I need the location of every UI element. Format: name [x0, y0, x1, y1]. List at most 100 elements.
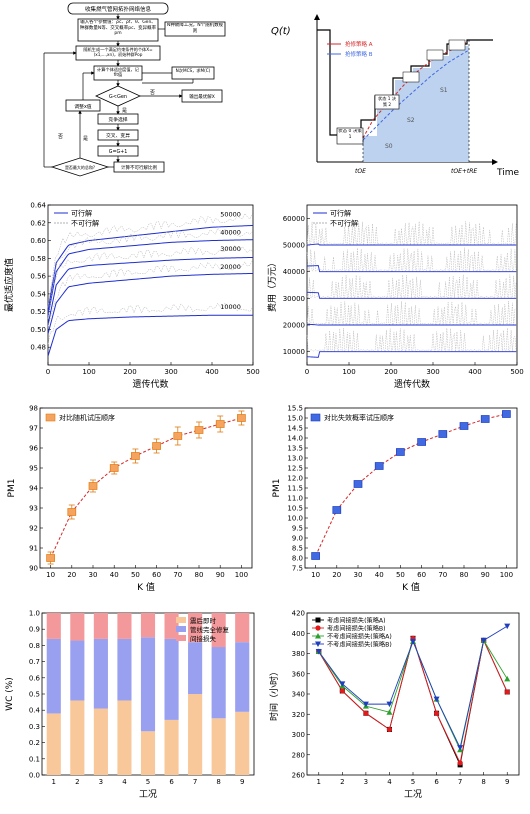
time-series-point-3: [362, 701, 369, 708]
wc-xtick-label: 1: [52, 778, 56, 786]
wc-ytick-label: 0.4: [29, 707, 41, 715]
wc-bar-2: [211, 613, 226, 648]
timeline-panel: Q(t) Time 抢修策略 A 抢修策略 B 状态 0 决策 1 状态 1 决…: [265, 0, 530, 185]
time-series-point-3: [457, 745, 464, 751]
fitness-xtick-label: 0: [46, 368, 50, 376]
fitness-legend-infeasible: 不可行解: [71, 219, 99, 228]
fitness-xlabel: 遗传代数: [132, 378, 168, 390]
cost-ytick-label: 10000: [283, 348, 305, 356]
pm_right-xtick-label: 80: [460, 571, 469, 579]
time-series-point-3: [339, 681, 346, 687]
pm_left-ytick-label: 93: [29, 505, 38, 513]
cost-infeasible-line: [306, 221, 517, 246]
wc-bar-0: [70, 700, 85, 775]
wc-legend-label-2: 间接损失: [190, 634, 217, 643]
time-xtick-label: 6: [434, 778, 439, 786]
pm_left-xtick-label: 10: [46, 571, 55, 579]
wc-bar-0: [164, 719, 179, 775]
time-ytick-label: 400: [292, 630, 305, 638]
pm_right-ytick-label: 12.0: [287, 475, 303, 483]
cost-xtick-label: 500: [510, 368, 523, 376]
timeline-area: [363, 46, 469, 162]
fitness-ytick-label: 0.64: [30, 202, 46, 210]
time-xtick-label: 9: [505, 778, 509, 786]
plot-frame: [306, 204, 518, 366]
cost-xtick-label: 100: [342, 368, 355, 376]
cost-ytick-label: 40000: [283, 268, 305, 276]
fitness-feasible-line: [47, 314, 253, 357]
time-series-point-1: [339, 688, 345, 694]
wc-bar-1: [211, 647, 226, 719]
flow-edge-label-no1: 否: [150, 90, 155, 96]
wc-ytick-label: 0.1: [29, 755, 40, 763]
fitness-xtick-label: 300: [164, 368, 177, 376]
timeline-s2: S2: [407, 117, 415, 124]
pm_left-ytick-label: 96: [29, 445, 38, 453]
pm_right-xlabel: K 值: [402, 581, 420, 593]
pm_right-ytick-label: 13.0: [287, 455, 303, 463]
pm_right-xtick-label: 100: [500, 571, 513, 579]
pm_right-point: [417, 438, 426, 446]
pm-left-panel: 90 91 92 93 94 95 96 97 98 10 20 30 40 50 60 70 80 90 100 K…: [0, 400, 265, 605]
wc-legend-swatch-2: [176, 635, 186, 641]
time-series-point-1: [457, 760, 463, 766]
wc-bar-2: [140, 613, 156, 638]
wc-xtick-label: 7: [193, 778, 197, 786]
cost-ytick-label: 50000: [283, 242, 305, 250]
timeline-mini-box2: [426, 49, 444, 61]
pm_right-xtick-label: 20: [332, 571, 341, 579]
pm_left-ytick-label: 90: [29, 565, 38, 573]
pm_right-ytick-label: 12.5: [287, 465, 303, 473]
flow-edge-label-yes2: 是: [83, 136, 88, 142]
wc-xtick-label: 6: [169, 778, 174, 786]
pm_right-legend-label: 对比失效概率试压顺序: [324, 413, 394, 422]
cost-feasible-line: [306, 323, 517, 326]
pm_right-xtick-label: 70: [438, 571, 447, 579]
wc-bar-2: [188, 613, 203, 643]
flowchart-panel: 收集燃气管网拓扑网络信息 输入各个参数值：ρc、ρf、θ、Gen、种群数量N等、…: [0, 0, 265, 185]
pm_right-ytick-label: 15.5: [287, 405, 303, 413]
pm_left-fit-line: [50, 417, 242, 559]
flow-node-faults-label: N种故障工况，N个随机数规则: [166, 23, 224, 34]
cost-legend-feasible: 可行解: [330, 209, 351, 218]
time-legend-marker-2: [315, 633, 321, 639]
wc-bar-2: [117, 613, 132, 639]
flowchart-svg: 收集燃气管网拓扑网络信息 输入各个参数值：ρc、ρf、θ、Gen、种群数量N等、…: [43, 2, 226, 177]
time-series-point-1: [433, 710, 440, 716]
wc-ytick-label: 0.5: [29, 691, 40, 699]
pm_left-xtick-label: 100: [235, 571, 248, 579]
pm_left-ylabel: PM1: [7, 479, 17, 498]
fitness-infeasible-line: [47, 213, 253, 309]
wc-xtick-label: 5: [146, 778, 150, 786]
timeline-mini-box3: [448, 39, 466, 51]
timeline-xtick-0: tOE: [355, 168, 366, 175]
flow-node-fitness-label: 计算个体适应度值，记fit值: [97, 67, 139, 78]
time-series-line-0: [318, 636, 508, 767]
fitness-ytick-label: 0.52: [30, 308, 46, 316]
time-legend-marker-1: [315, 625, 321, 631]
pm_right-xtick-label: 40: [375, 571, 384, 579]
pm_right-point: [311, 552, 320, 560]
pm_left-legend-swatch: [45, 413, 56, 422]
wc-legend-swatch-0: [176, 617, 186, 623]
cost-feasible-line: [306, 243, 517, 246]
flow-node-infeasible-label: 计算不可行解比例: [121, 164, 157, 171]
cost-xtick-label: 300: [426, 368, 439, 376]
time-xtick-label: 7: [458, 778, 462, 786]
wc-bar-1: [188, 642, 203, 694]
pm_left-xtick-label: 30: [89, 571, 98, 579]
pm_left-legend-label: 对比随机试压顺序: [59, 413, 115, 422]
cost-ylabel: 费用（万元）: [266, 258, 278, 312]
cost-xtick-label: 0: [305, 368, 309, 376]
time-ytick-label: 300: [292, 731, 305, 739]
time-series-point-3: [386, 701, 393, 708]
wc-bar-0: [140, 731, 156, 775]
wc-xtick-label: 2: [75, 778, 79, 786]
cost-infeasible-line: [306, 301, 517, 326]
pm_left-xtick-label: 90: [216, 571, 225, 579]
pm_right-ytick-label: 14.0: [287, 435, 303, 443]
flow-node-gen-check-label: G<Gen: [109, 94, 127, 100]
pm_right-point: [353, 480, 363, 488]
pm_right-point: [332, 506, 342, 514]
pm_right-point: [480, 415, 490, 423]
